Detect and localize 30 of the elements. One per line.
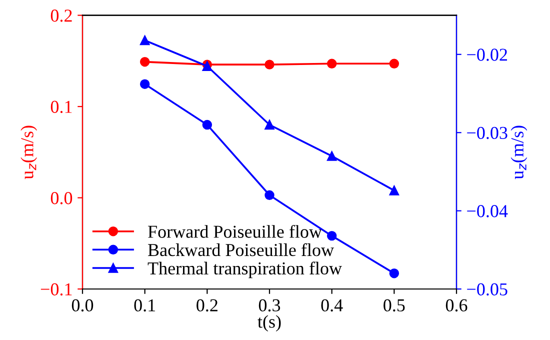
x-axis-title: t(s) xyxy=(258,315,281,332)
y2-tick-label: −0.05 xyxy=(467,283,508,296)
y2-tick-label: −0.03 xyxy=(467,126,508,140)
x-tick-label: 0.1 xyxy=(134,299,156,312)
y-tick-label: 0.2 xyxy=(50,10,72,22)
legend-label: Forward Poiseuille flow xyxy=(148,224,322,238)
y-tick-label: 0.0 xyxy=(50,192,72,204)
point xyxy=(326,151,337,161)
x-tick-label: 0.6 xyxy=(446,299,468,312)
point xyxy=(389,268,400,278)
point xyxy=(326,230,337,241)
y-axis-title: u$_{z}$(m/s) xyxy=(20,126,38,180)
x-tick-label: 0.0 xyxy=(72,299,94,312)
x-tick-label: 0.4 xyxy=(321,299,343,312)
point xyxy=(264,120,274,130)
point xyxy=(389,186,400,196)
y2-axis-title: u$_{z}$(m/s) xyxy=(510,126,528,180)
point xyxy=(140,35,150,46)
point xyxy=(264,190,274,200)
legend-label: Backward Poiseuille flow xyxy=(148,243,334,256)
point xyxy=(202,120,212,130)
legend-label: Thermal transpiration flow xyxy=(148,262,342,278)
y-tick-label: −0.1 xyxy=(40,283,72,296)
y-tick-label: 0.1 xyxy=(50,100,72,114)
y2-tick-label: −0.04 xyxy=(467,205,508,218)
x-tick-label: 0.3 xyxy=(258,299,280,312)
point xyxy=(140,79,150,89)
y2-tick-label: −0.02 xyxy=(467,48,508,61)
x-tick-label: 0.5 xyxy=(384,299,405,312)
x-tick-label: 0.2 xyxy=(196,299,218,312)
